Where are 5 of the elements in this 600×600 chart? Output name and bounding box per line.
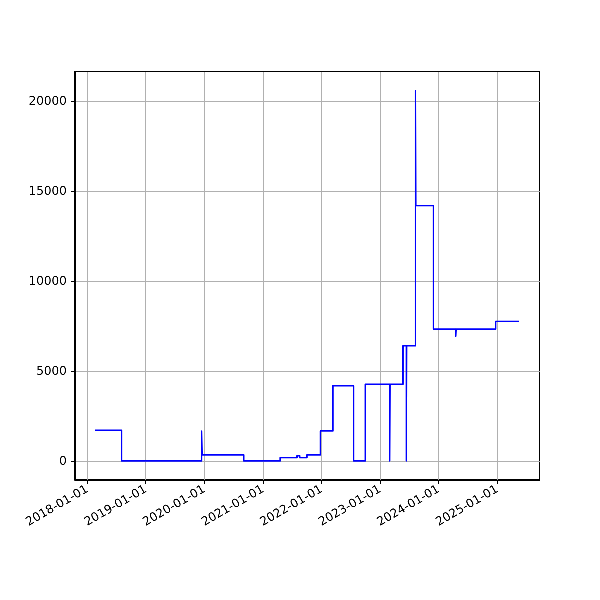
y-tick-label: 5000 bbox=[36, 364, 67, 378]
y-tick-label: 10000 bbox=[28, 274, 67, 288]
y-tick-label: 0 bbox=[59, 454, 67, 468]
y-tick-label: 20000 bbox=[28, 94, 67, 108]
y-tick-label: 15000 bbox=[28, 184, 67, 198]
